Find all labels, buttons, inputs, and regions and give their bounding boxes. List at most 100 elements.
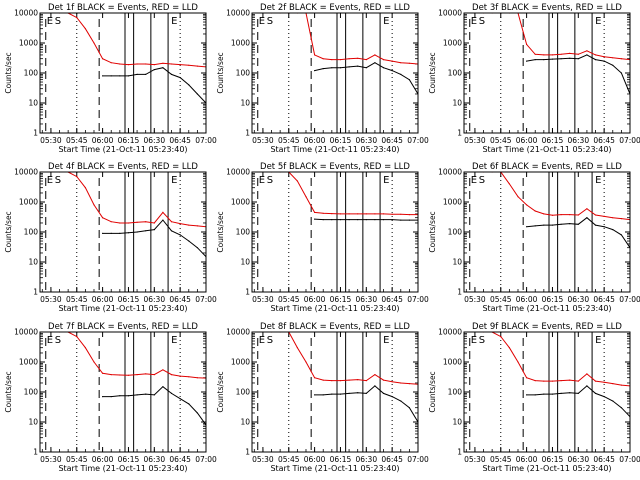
events-data-point	[400, 219, 402, 221]
events-data-point	[153, 69, 155, 71]
lld-data-point	[196, 65, 198, 67]
panel-title: Det 7f BLACK = Events, RED = LLD	[48, 322, 198, 332]
lld-data-point	[314, 211, 316, 213]
lld-data-point	[188, 64, 190, 66]
flag-label: E	[171, 335, 177, 346]
flag-label: E	[47, 175, 53, 186]
lld-data-point	[374, 213, 376, 215]
events-data-point	[551, 393, 554, 395]
x-tick-label: 06:00	[304, 295, 326, 304]
events-data-point	[145, 73, 147, 75]
lld-data-point	[76, 17, 78, 19]
y-tick-label: 10	[28, 418, 38, 427]
lld-data-point	[153, 374, 155, 376]
panel-title: Det 6f BLACK = Events, RED = LLD	[472, 162, 622, 172]
events-data-point	[543, 59, 545, 61]
flag-label: E	[259, 335, 265, 346]
events-data-point	[145, 230, 147, 232]
x-tick-label: 06:00	[304, 455, 326, 464]
y-tick-label: 10000	[226, 168, 250, 177]
events-data-point	[374, 62, 376, 64]
y-tick-label: 10000	[438, 328, 462, 337]
events-data-point	[391, 219, 393, 221]
plot-area	[45, 13, 206, 133]
lld-data-point	[136, 63, 138, 65]
y-tick-label: 10	[240, 99, 250, 108]
events-data-point	[331, 393, 333, 395]
plot-frame	[251, 331, 419, 453]
lld-data-point	[119, 63, 121, 65]
plot-area	[257, 13, 418, 133]
events-data-point	[586, 385, 588, 387]
lld-data-point	[408, 62, 410, 64]
flag-label: E	[383, 175, 389, 186]
events-data-point	[196, 412, 198, 414]
y-tick-label: 10000	[438, 168, 462, 177]
lld-data-point	[612, 383, 614, 385]
y-tick-label: 10	[28, 258, 38, 267]
lld-data-point	[102, 372, 104, 374]
lld-series-line	[483, 332, 630, 387]
panel-title: Det 1f BLACK = Events, RED = LLD	[48, 3, 198, 13]
events-data-point	[594, 224, 597, 226]
x-tick-label: 05:30	[40, 136, 62, 145]
plot-frame	[39, 12, 207, 134]
events-data-point	[331, 219, 333, 221]
flag-label: S	[267, 175, 273, 186]
x-tick-label: 06:45	[593, 295, 615, 304]
y-tick-label: 100	[24, 69, 39, 78]
lld-data-point	[296, 347, 298, 349]
flag-label: E	[595, 16, 601, 27]
plot-frame	[463, 331, 631, 453]
x-tick-label: 06:30	[567, 136, 589, 145]
lld-data-point	[569, 379, 571, 381]
events-data-point	[322, 219, 324, 221]
events-data-point	[153, 394, 155, 396]
events-data-point	[560, 58, 562, 60]
events-data-point	[348, 219, 350, 221]
x-tick-label: 06:30	[355, 295, 377, 304]
lld-data-point	[348, 379, 350, 381]
lld-data-point	[93, 361, 95, 363]
events-data-point	[560, 392, 562, 394]
lld-data-point	[586, 208, 588, 210]
panel-det-5: Det 5f BLACK = Events, RED = LLD Counts/s…	[216, 162, 429, 313]
events-data-point	[102, 396, 104, 398]
flag-label: E	[471, 335, 477, 346]
x-axis-label: Start Time (21-Oct-11 05:23:40)	[482, 145, 611, 154]
events-data-point	[331, 67, 333, 69]
y-tick-label: 100	[448, 228, 463, 237]
y-tick-label: 10000	[226, 328, 250, 337]
lld-data-point	[102, 58, 104, 60]
y-axis-label: Counts/sec	[216, 52, 225, 93]
y-tick-label: 1000	[231, 358, 250, 367]
events-data-point	[391, 396, 393, 398]
events-data-point	[188, 240, 190, 242]
x-axis-label: Start Time (21-Oct-11 05:23:40)	[270, 464, 399, 473]
events-series-line	[102, 67, 206, 104]
lld-data-point	[374, 54, 376, 56]
lld-data-point	[305, 361, 307, 363]
y-tick-label: 1	[33, 288, 38, 297]
y-tick-label: 10000	[226, 9, 250, 18]
events-data-point	[102, 232, 104, 234]
plot-frame	[251, 171, 419, 293]
y-tick-label: 10000	[438, 9, 462, 18]
lld-data-point	[526, 204, 528, 206]
x-tick-label: 06:15	[118, 295, 140, 304]
y-tick-label: 100	[24, 228, 39, 237]
lld-data-point	[365, 380, 367, 382]
flag-label: S	[267, 16, 273, 27]
x-tick-label: 05:45	[66, 455, 88, 464]
lld-data-point	[84, 187, 86, 189]
flag-label: E	[383, 335, 389, 346]
flag-label: S	[479, 335, 485, 346]
events-data-point	[526, 226, 528, 228]
lld-series-line	[59, 332, 206, 379]
y-tick-label: 100	[448, 388, 463, 397]
panel-title: Det 8f BLACK = Events, RED = LLD	[260, 322, 410, 332]
lld-data-point	[534, 53, 536, 55]
events-data-point	[179, 77, 181, 79]
lld-data-point	[314, 54, 316, 56]
events-data-point	[569, 223, 571, 225]
